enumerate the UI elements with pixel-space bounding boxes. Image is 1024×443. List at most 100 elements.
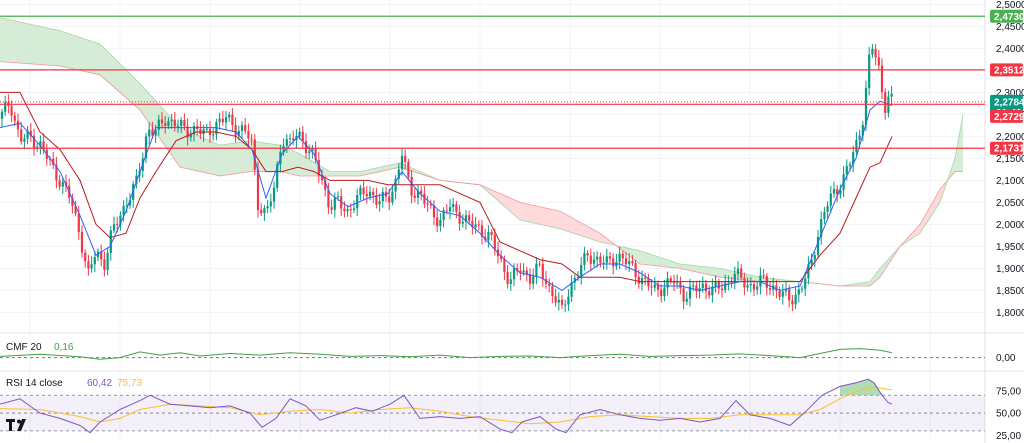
candle-body: [218, 118, 221, 123]
candle-body: [583, 253, 586, 265]
candle-body: [570, 282, 573, 297]
candle-body: [525, 270, 528, 275]
candle-body: [330, 207, 333, 210]
candle-body: [816, 236, 820, 256]
candle-body: [205, 128, 208, 130]
candle-body: [839, 189, 842, 195]
candle-body: [685, 298, 688, 302]
candle-body: [13, 115, 16, 121]
candle-body: [800, 288, 804, 290]
price-tick-label: 1,8000: [996, 308, 1024, 319]
candle-body: [256, 169, 260, 210]
price-tick-label: 2,1000: [996, 176, 1024, 187]
level-price-tag: 2,4730: [994, 12, 1024, 23]
candle-body: [608, 256, 612, 259]
candle-body: [365, 194, 368, 197]
candle-body: [426, 203, 429, 205]
candle-body: [455, 204, 458, 212]
candle-body: [410, 176, 413, 196]
rsi-legend-value: 60,42: [87, 378, 112, 389]
candle-body: [775, 285, 778, 291]
candle-body: [698, 287, 701, 292]
candle-body: [349, 209, 352, 211]
candle-body: [516, 268, 519, 271]
candle-body: [381, 191, 384, 202]
rsi-tick-label: 50,00: [996, 409, 1021, 420]
candle-body: [637, 276, 640, 284]
candle-body: [445, 210, 448, 212]
candle-body: [596, 256, 599, 260]
candle-body: [708, 291, 711, 296]
candle-body: [759, 275, 762, 287]
rsi-tick-label: 25,00: [996, 431, 1021, 442]
candle-body: [269, 201, 272, 207]
candle-body: [36, 146, 39, 149]
cmf-pane[interactable]: CMF 20 0,16 0,00: [0, 342, 1016, 364]
level-price-tag: 2,1731: [994, 144, 1024, 155]
candle-body: [122, 205, 125, 216]
candle-body: [170, 119, 173, 121]
tradingview-logo[interactable]: [6, 419, 26, 431]
candle-body: [439, 219, 442, 227]
price-levels[interactable]: [0, 15, 985, 149]
candle-body: [768, 287, 772, 290]
candle-body: [116, 224, 119, 226]
candle-body: [551, 286, 554, 296]
candle-body: [164, 123, 167, 127]
candle-body: [144, 136, 148, 159]
candle-body: [781, 291, 784, 297]
candle-body: [845, 166, 848, 175]
candle-body: [676, 282, 679, 284]
price-tick-label: 1,8500: [996, 286, 1024, 297]
candle-body: [660, 289, 663, 297]
rsi-ma-legend-value: 75,73: [117, 378, 142, 389]
senkou-span-a: [0, 17, 964, 287]
candle-body: [794, 294, 797, 305]
price-axis[interactable]: 2,50002,45002,40002,35002,30002,25002,20…: [990, 0, 1024, 319]
candle-body: [631, 261, 634, 264]
candle-body: [212, 134, 215, 136]
candle-body: [125, 205, 128, 207]
indicator-lines: [0, 91, 893, 291]
candle-body: [314, 147, 317, 160]
candle-body: [704, 283, 708, 292]
candle-body: [119, 215, 122, 226]
candle-body: [448, 207, 452, 212]
candle-body: [823, 211, 826, 220]
candle-body: [557, 299, 560, 303]
candle-body: [788, 288, 791, 301]
candle-body: [656, 284, 660, 290]
candle-body: [564, 304, 567, 306]
candle-body: [506, 272, 509, 284]
candle-body: [746, 285, 749, 288]
candle-body: [532, 276, 535, 284]
rsi-pane[interactable]: RSI 14 close 60,42 75,73 75,00 50,00 25,00: [0, 378, 1021, 442]
candle-body: [240, 125, 244, 131]
candle-body: [77, 213, 80, 233]
candle-body: [749, 284, 752, 286]
candle-body: [180, 119, 183, 127]
candle-body: [884, 92, 887, 113]
candle-body: [644, 278, 647, 280]
candle-body: [151, 129, 154, 136]
candle-body: [628, 261, 631, 265]
cloud-bullish: [0, 17, 483, 188]
candle-body: [416, 190, 420, 198]
candle-body: [375, 195, 378, 205]
candle-body: [391, 191, 394, 203]
candle-body: [692, 285, 695, 287]
candle-body: [42, 141, 45, 150]
candle-body: [52, 158, 55, 165]
candle-body: [359, 187, 362, 196]
candle-body: [477, 224, 480, 226]
candle-body: [487, 231, 490, 240]
candle-body: [407, 161, 410, 177]
candle-body: [743, 277, 746, 288]
candle-body: [29, 130, 32, 136]
candle-body: [813, 255, 816, 260]
candle-body: [154, 129, 157, 136]
price-tick-label: 2,2000: [996, 132, 1024, 143]
candle-body: [612, 258, 615, 267]
